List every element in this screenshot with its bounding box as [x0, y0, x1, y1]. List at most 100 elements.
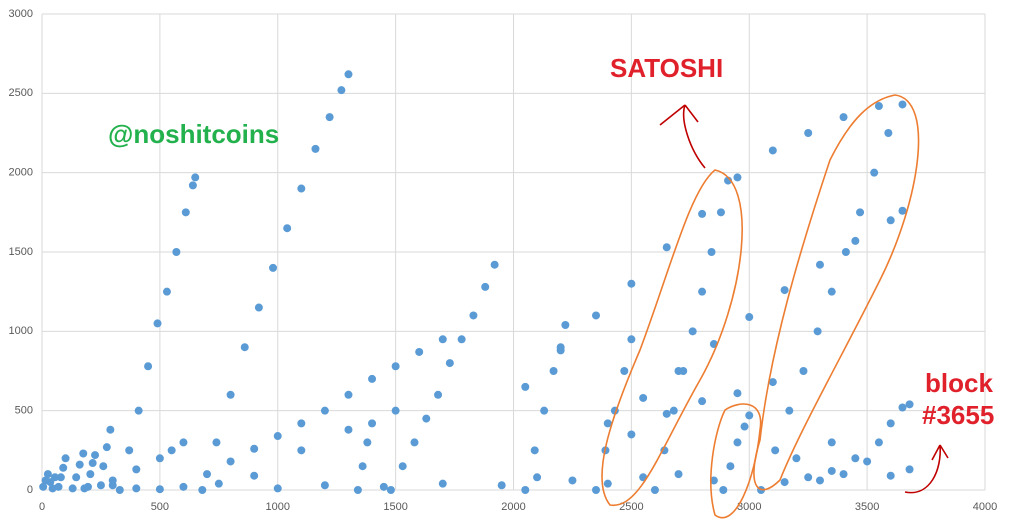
point: [240, 343, 249, 352]
point: [212, 438, 221, 447]
point: [627, 335, 636, 344]
point: [592, 311, 601, 320]
point: [457, 335, 466, 344]
point: [815, 476, 824, 485]
point: [549, 367, 558, 375]
point: [410, 438, 419, 447]
point: [115, 486, 124, 494]
point: [54, 482, 63, 491]
point: [391, 362, 400, 371]
red-arrows: [659, 104, 949, 494]
point: [72, 473, 81, 482]
point: [344, 70, 353, 79]
y-tick-label: 500: [15, 405, 33, 417]
point: [540, 406, 549, 415]
point: [214, 479, 223, 488]
point: [391, 406, 400, 415]
point: [768, 146, 777, 155]
point: [886, 419, 895, 428]
point: [415, 347, 424, 356]
point: [108, 481, 117, 490]
point: [56, 473, 65, 482]
point: [839, 470, 848, 479]
point: [179, 438, 188, 447]
point: [740, 422, 749, 431]
point: [530, 446, 539, 455]
point: [497, 481, 506, 490]
point: [106, 425, 115, 434]
point: [733, 389, 742, 398]
point: [533, 473, 542, 482]
point: [132, 465, 141, 474]
point: [556, 346, 565, 355]
point: [386, 486, 395, 494]
annotation: @noshitcoins: [108, 119, 279, 149]
point: [344, 425, 353, 434]
point: [815, 260, 824, 269]
point: [75, 460, 84, 469]
point: [99, 462, 108, 471]
point: [438, 335, 447, 344]
point: [660, 446, 669, 455]
point: [874, 102, 883, 111]
point: [620, 367, 629, 375]
arrow: [904, 444, 949, 494]
x-tick-label: 3000: [737, 501, 761, 513]
annotation: #3655: [922, 400, 994, 430]
point: [358, 462, 367, 471]
point: [434, 390, 443, 399]
point: [226, 390, 235, 399]
point: [856, 208, 865, 217]
point: [469, 311, 478, 320]
y-tick-label: 1000: [9, 325, 33, 337]
point: [804, 129, 813, 137]
point: [707, 248, 716, 256]
point: [662, 243, 671, 252]
point: [771, 446, 780, 455]
point: [125, 446, 134, 455]
point: [698, 209, 707, 218]
point: [269, 263, 278, 272]
x-tick-label: 500: [151, 501, 169, 513]
point: [188, 181, 197, 190]
point: [79, 449, 88, 458]
x-tick-label: 1500: [383, 501, 407, 513]
point: [716, 208, 725, 217]
point: [226, 457, 235, 466]
point: [745, 411, 754, 420]
x-tick-label: 3500: [855, 501, 879, 513]
point: [768, 378, 777, 387]
point: [325, 113, 334, 122]
y-tick-label: 1500: [9, 246, 33, 258]
point: [674, 367, 683, 375]
point: [639, 393, 648, 402]
point: [870, 168, 879, 177]
point: [886, 471, 895, 480]
point: [167, 446, 176, 455]
point: [438, 479, 447, 488]
point: [283, 224, 292, 233]
point: [86, 470, 95, 479]
point: [297, 184, 306, 193]
point: [172, 248, 181, 256]
point: [804, 473, 813, 482]
y-tick-label: 2000: [9, 167, 33, 179]
point: [153, 319, 162, 328]
point: [863, 457, 872, 466]
point: [719, 486, 728, 494]
point: [398, 462, 407, 471]
point: [155, 485, 164, 494]
point: [353, 486, 362, 494]
x-tick-label: 2500: [619, 501, 643, 513]
point: [297, 419, 306, 428]
point: [780, 286, 789, 295]
point: [59, 463, 68, 472]
point: [674, 470, 683, 479]
point: [874, 438, 883, 447]
point: [379, 482, 388, 491]
annotation: SATOSHI: [610, 53, 723, 83]
point: [162, 287, 171, 296]
point: [344, 390, 353, 399]
point: [827, 438, 836, 447]
